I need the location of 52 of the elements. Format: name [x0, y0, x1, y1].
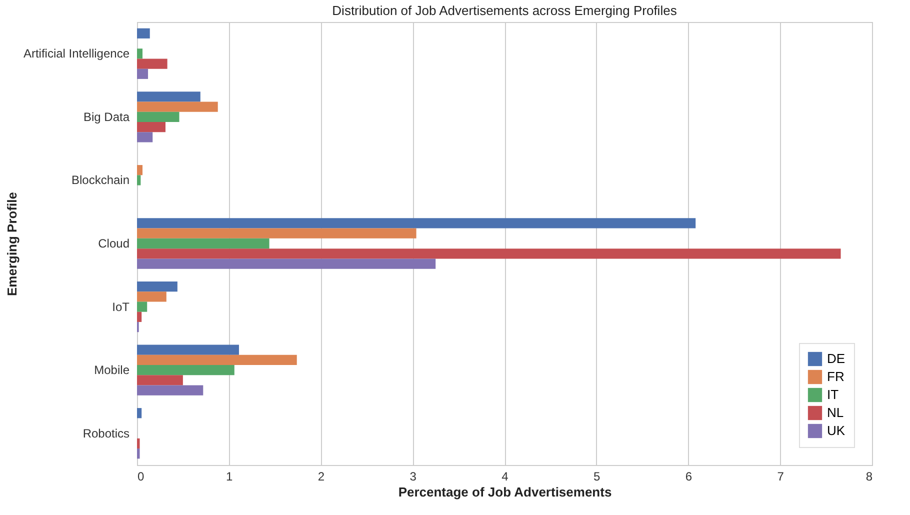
x-tick-label: 4	[502, 470, 509, 484]
legend-label: UK	[827, 423, 846, 438]
bar	[137, 281, 178, 292]
bar	[137, 28, 150, 38]
bar	[137, 248, 841, 259]
bar	[137, 175, 141, 186]
bar	[137, 302, 148, 312]
bar	[137, 258, 436, 269]
chart-title: Distribution of Job Advertisements across Emerging Profiles	[332, 3, 678, 18]
x-tick-label: 7	[777, 470, 784, 484]
y-tick-label: IoT	[112, 300, 130, 314]
bar	[137, 92, 200, 102]
y-tick-label: Blockchain	[71, 173, 130, 188]
x-tick-label: 1	[226, 470, 234, 484]
bar	[137, 344, 239, 355]
bar	[137, 385, 204, 396]
legend-label: FR	[827, 369, 844, 384]
bar	[137, 354, 297, 366]
bar	[137, 122, 166, 132]
x-tick-label: 8	[866, 470, 873, 484]
y-axis-title: Emerging Profile	[4, 192, 20, 296]
bar	[137, 218, 696, 228]
bar	[137, 365, 234, 376]
x-tick-label: 5	[594, 470, 601, 484]
bar	[137, 375, 183, 386]
bar	[137, 438, 140, 449]
bar	[137, 58, 168, 69]
bar	[137, 408, 142, 418]
bar	[137, 312, 142, 322]
y-tick-label: Robotics	[82, 426, 130, 440]
x-tick-label: 2	[318, 470, 325, 484]
y-tick-label: Big Data	[83, 110, 130, 124]
bar	[137, 48, 143, 59]
bar	[137, 68, 148, 79]
x-axis-title: Percentage of Job Advertisements	[398, 484, 612, 500]
x-tick-label: 3	[410, 470, 417, 484]
x-tick-label: 0	[138, 470, 144, 484]
y-tick-label: Artificial Intelligence	[23, 46, 130, 61]
y-tick-label: Mobile	[94, 363, 130, 378]
bar	[137, 292, 166, 302]
bar	[137, 228, 416, 238]
bar	[137, 238, 270, 249]
y-tick-label: Cloud	[98, 236, 130, 250]
legend-label: IT	[827, 387, 839, 402]
bar	[137, 448, 140, 459]
bar	[137, 102, 218, 112]
bar	[137, 132, 153, 142]
x-tick-label: 6	[685, 470, 692, 484]
bar	[137, 165, 143, 176]
bar	[137, 112, 180, 122]
legend-label: NL	[827, 405, 844, 420]
legend-label: DE	[827, 351, 846, 366]
